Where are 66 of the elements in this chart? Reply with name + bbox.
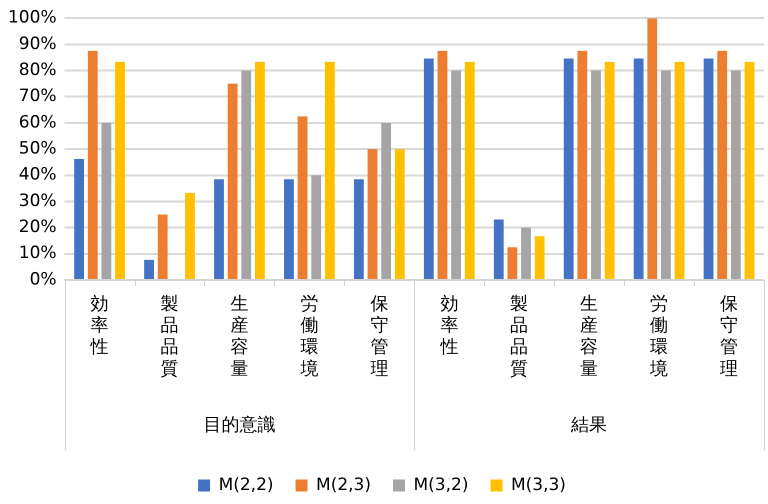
bar: [311, 175, 322, 279]
bar: [88, 50, 98, 279]
text: 結果: [570, 414, 608, 436]
bar: [494, 220, 504, 279]
bar: [255, 62, 265, 279]
bar: [354, 179, 364, 279]
bar: [577, 50, 588, 279]
bar: [744, 62, 754, 279]
bar: [464, 62, 475, 279]
bar: [185, 192, 195, 279]
x-tick-label: 効率性: [439, 293, 458, 358]
bar: [604, 62, 615, 279]
y-tick-label: 30%: [18, 190, 57, 211]
legend-label: M(3,2): [414, 474, 468, 495]
legend-label: M(2,2): [218, 474, 274, 495]
legend-label: M(2,3): [316, 474, 371, 495]
bar: [144, 260, 154, 279]
bar: [564, 58, 574, 279]
y-tick-label: 50%: [18, 138, 57, 159]
bar: [704, 58, 714, 279]
bar: [284, 179, 294, 279]
legend-label: M(3,3): [510, 474, 566, 495]
x-tick-label: 保守管理: [720, 293, 738, 380]
bar: [228, 84, 238, 279]
x-tick-label: 労働環境: [299, 293, 318, 380]
bar: [394, 149, 405, 279]
y-tick-label: 0%: [30, 269, 57, 290]
bar: [158, 214, 168, 279]
x-tick-label: 生産容量: [230, 293, 248, 380]
y-tick-label: 20%: [18, 217, 57, 238]
x-tick-label: 製品品質: [160, 293, 179, 380]
bar: [507, 247, 518, 279]
x-tick-label: 製品品質: [510, 293, 528, 380]
y-tick-label: 10%: [18, 243, 57, 264]
x-tick-label: 保守管理: [370, 293, 388, 380]
bar: [298, 116, 308, 279]
y-tick-label: 80%: [18, 60, 57, 80]
bar: [730, 70, 741, 279]
bar: [424, 58, 434, 279]
text: 目的意識: [203, 414, 276, 436]
bar: [674, 62, 684, 279]
bar: [634, 58, 644, 279]
bar: [661, 70, 671, 279]
bar: [214, 179, 224, 279]
bar: [591, 70, 601, 279]
y-tick-label: 60%: [18, 112, 57, 132]
x-tick-label: 生産容量: [580, 293, 598, 380]
y-tick-label: 40%: [18, 164, 57, 185]
bar: [115, 62, 125, 279]
bar: [717, 50, 728, 279]
bar: [438, 50, 448, 279]
bar: [74, 159, 84, 279]
bar: [101, 122, 112, 279]
y-tick-label: 100%: [8, 8, 57, 28]
bar: [324, 62, 335, 279]
x-tick-label: 労働環境: [649, 293, 668, 380]
bar: [451, 70, 461, 279]
bar: [381, 122, 392, 279]
y-tick-label: 90%: [18, 34, 57, 54]
x-tick-label: 効率性: [90, 293, 109, 358]
y-tick-label: 70%: [18, 86, 57, 106]
bar: [534, 236, 545, 279]
bar: [368, 149, 378, 279]
bar: [647, 18, 658, 279]
bar: [241, 70, 252, 279]
bar: [521, 228, 531, 279]
